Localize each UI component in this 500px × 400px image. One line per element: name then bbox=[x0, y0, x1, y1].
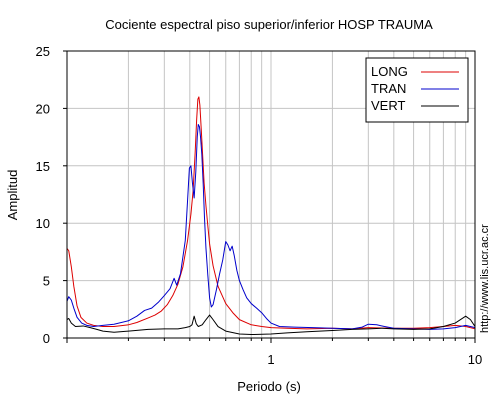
chart-title: Cociente espectral piso superior/inferio… bbox=[105, 17, 433, 32]
legend-label-tran: TRAN bbox=[371, 81, 406, 96]
legend-label-long: LONG bbox=[371, 64, 408, 79]
series-lines bbox=[66, 96, 476, 336]
y-tick-label: 0 bbox=[43, 331, 50, 346]
y-tick-label: 20 bbox=[36, 101, 50, 116]
legend-label-vert: VERT bbox=[371, 98, 405, 113]
source-url-credit: http://www.lis.ucr.ac.cr bbox=[479, 224, 491, 333]
axis-ticks: 0 5 10 15 20 25 1 10 bbox=[36, 44, 483, 367]
y-axis-label: Amplitud bbox=[5, 170, 20, 221]
y-tick-label: 15 bbox=[36, 159, 50, 174]
y-tick-label: 25 bbox=[36, 44, 50, 59]
y-tick-label: 5 bbox=[43, 274, 50, 289]
x-tick-label: 1 bbox=[267, 352, 274, 367]
legend-box bbox=[365, 57, 469, 123]
series-line-vert bbox=[66, 314, 476, 336]
y-tick-label: 10 bbox=[36, 216, 50, 231]
x-axis-label: Periodo (s) bbox=[237, 379, 301, 394]
legend: LONG TRAN VERT bbox=[365, 57, 469, 123]
x-tick-label: 10 bbox=[468, 352, 482, 367]
series-line-tran bbox=[66, 123, 476, 330]
